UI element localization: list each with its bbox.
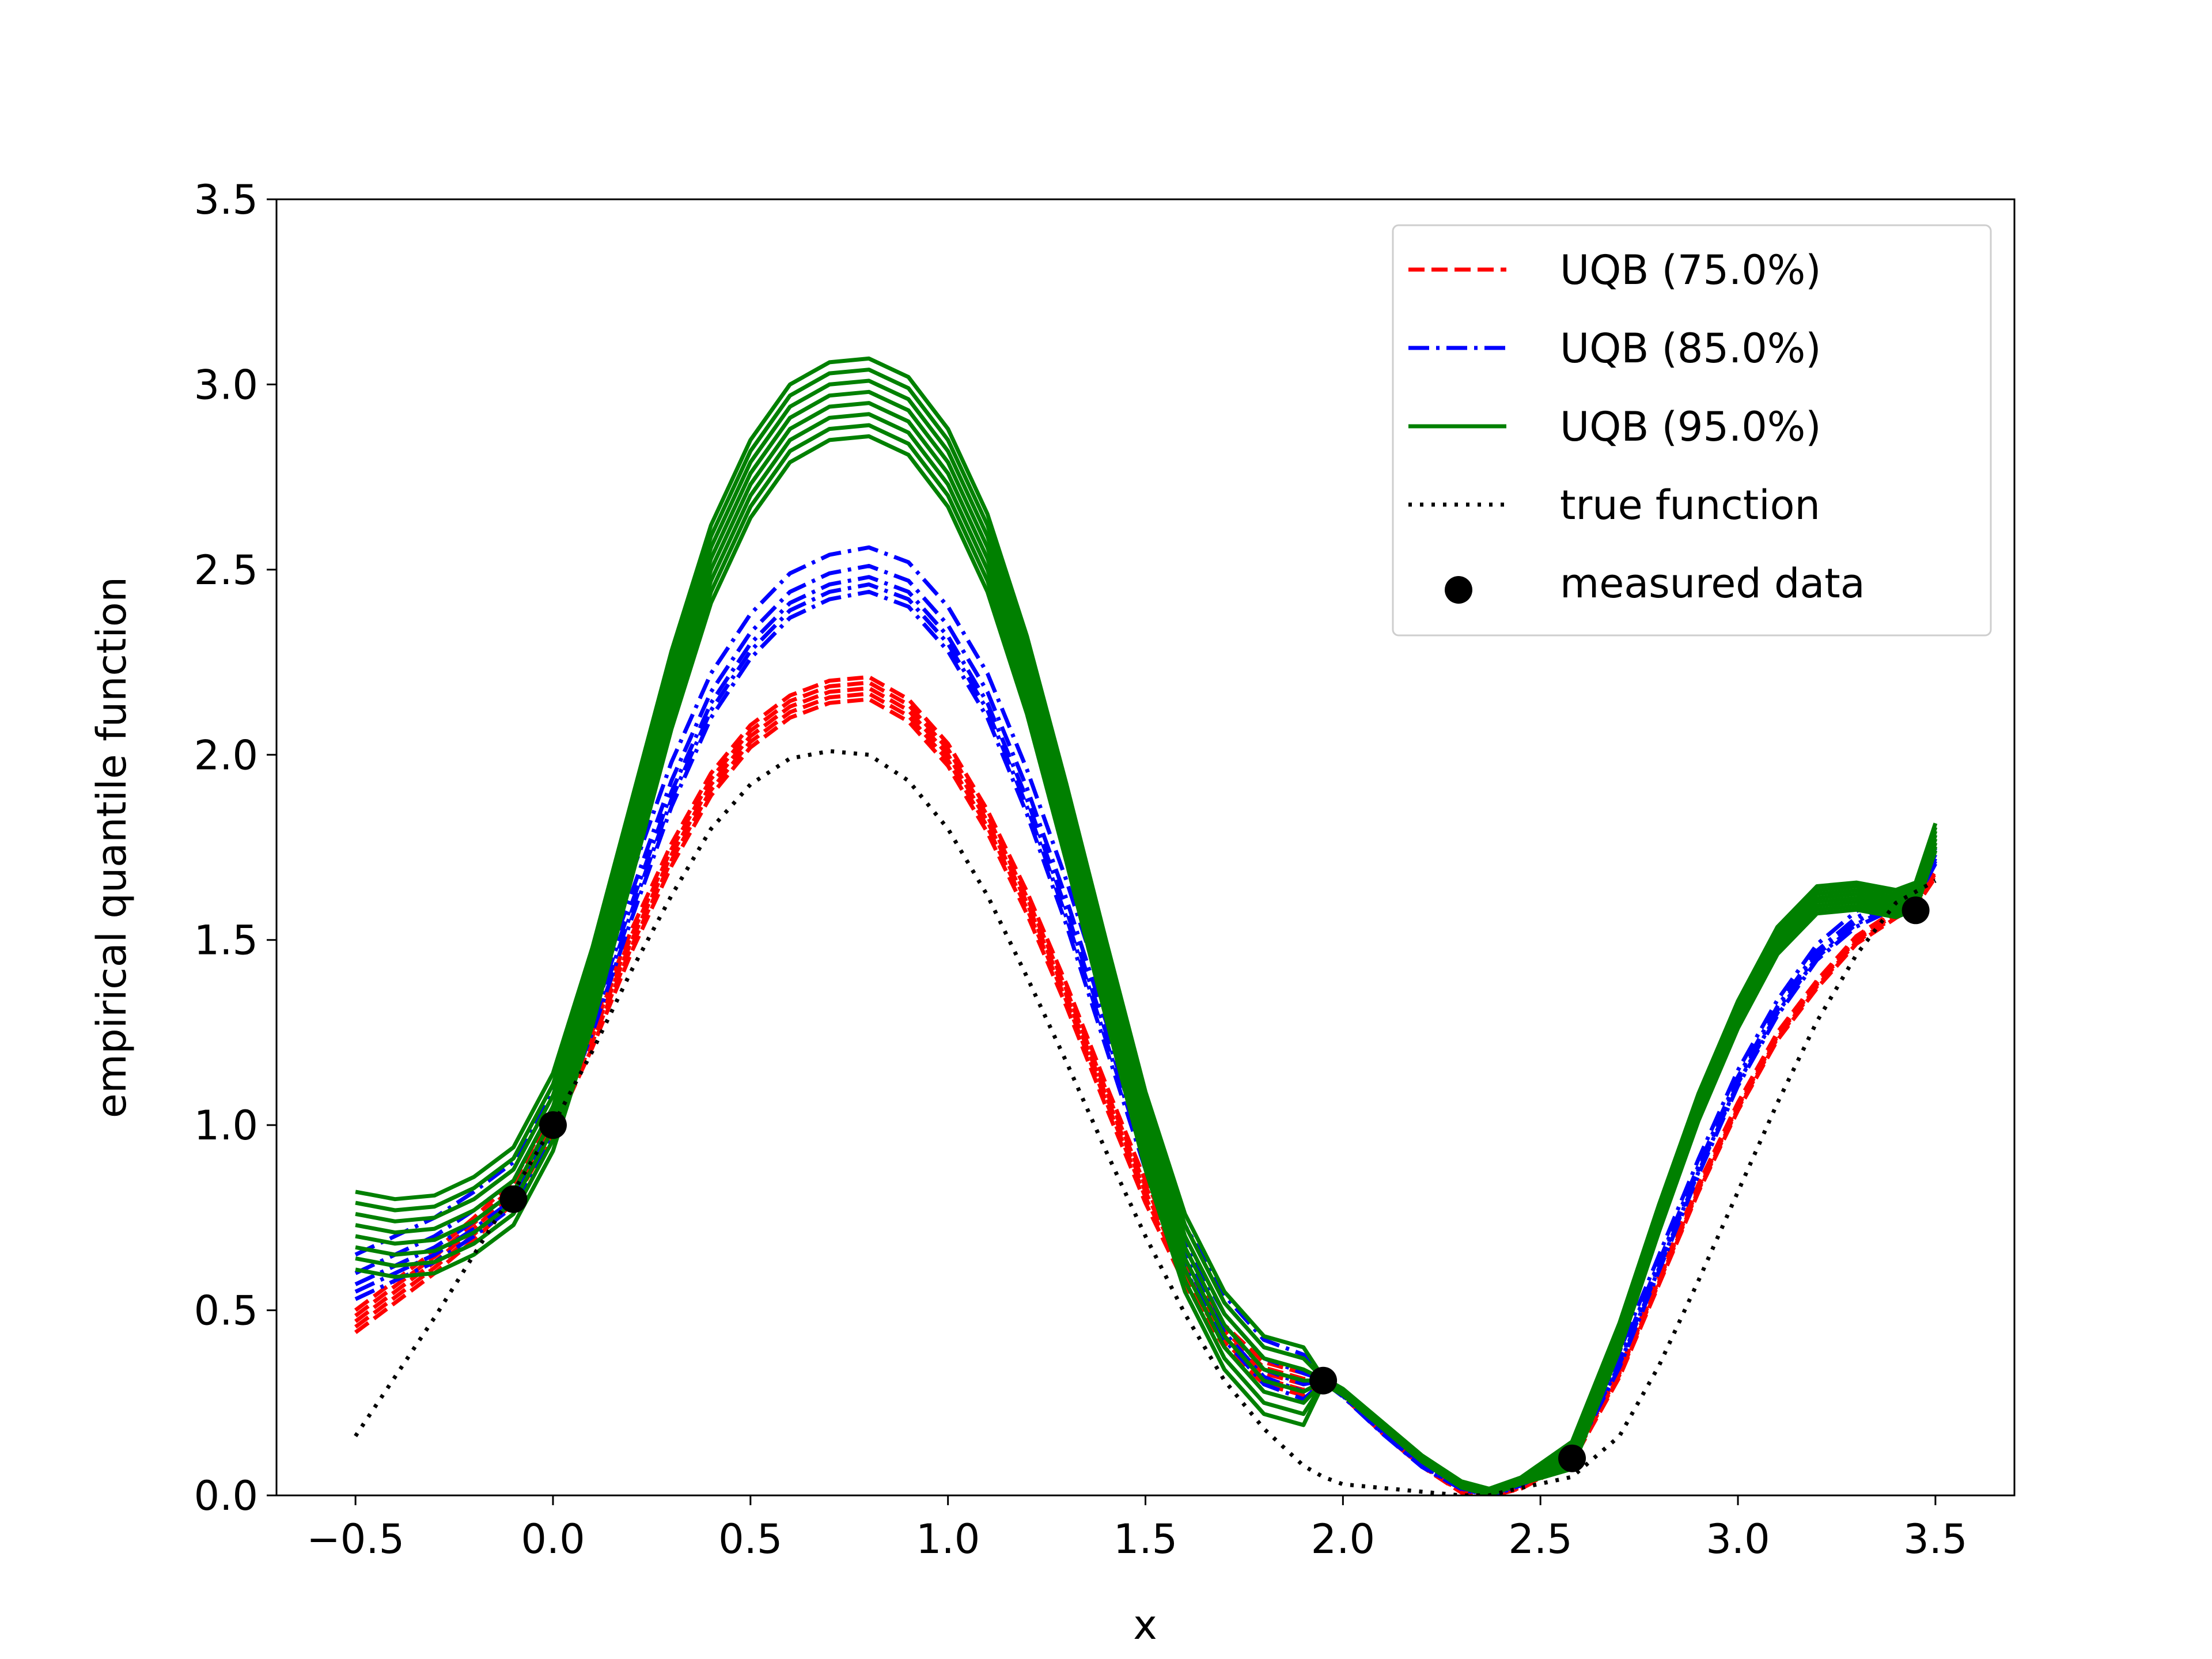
y-tick-label: 0.5 — [194, 1287, 258, 1335]
measured-data-point — [1902, 896, 1930, 925]
x-tick-label: 0.5 — [718, 1516, 782, 1563]
x-axis-label: x — [1133, 1601, 1157, 1649]
legend-label-measured-data: measured data — [1560, 560, 1865, 607]
y-tick-label: 0.0 — [194, 1472, 258, 1520]
x-axis: −0.5 0.0 0.5 1.0 1.5 2.0 2.5 3.0 3.5 — [306, 1495, 1968, 1563]
series-line-true-function — [354, 749, 1937, 1495]
measured-data-layer — [499, 896, 1930, 1472]
measured-data-point — [499, 1185, 528, 1213]
y-tick-label: 1.0 — [194, 1102, 258, 1149]
x-tick-label: 3.0 — [1706, 1516, 1770, 1563]
x-tick-label: 0.0 — [521, 1516, 585, 1563]
series-line-uqb-95-0 — [355, 356, 1938, 1491]
legend-frame — [1392, 224, 1992, 637]
x-tick-label: 3.5 — [1903, 1516, 1967, 1563]
legend-marker-measured-data — [1445, 576, 1472, 604]
y-tick-label: 2.5 — [194, 547, 258, 594]
legend-label-uqb-85-0: UQB (85.0%) — [1560, 325, 1821, 372]
measured-data-point — [1309, 1366, 1338, 1395]
x-tick-label: 2.5 — [1509, 1516, 1573, 1563]
series-layer — [354, 356, 1938, 1495]
y-tick-label: 3.5 — [194, 176, 258, 224]
x-tick-label: −0.5 — [306, 1516, 404, 1563]
measured-data-point — [1558, 1444, 1586, 1472]
legend-label-true-function: true function — [1560, 482, 1820, 529]
y-tick-label: 3.0 — [194, 361, 258, 408]
measured-data-point — [539, 1111, 567, 1139]
legend-label-uqb-95-0: UQB (95.0%) — [1560, 403, 1821, 450]
y-tick-label: 1.5 — [194, 917, 258, 964]
y-axis: 0.0 0.5 1.0 1.5 2.0 2.5 3.0 3.5 — [194, 176, 276, 1520]
y-axis-label: empirical quantile function — [88, 577, 135, 1118]
legend-label-uqb-75-0: UQB (75.0%) — [1560, 247, 1821, 294]
x-tick-label: 2.0 — [1311, 1516, 1375, 1563]
x-tick-label: 1.5 — [1113, 1516, 1177, 1563]
x-tick-label: 1.0 — [916, 1516, 980, 1563]
legend: UQB (75.0%) UQB (85.0%) UQB (95.0%) true fu… — [1392, 224, 1992, 637]
y-tick-label: 2.0 — [194, 732, 258, 779]
